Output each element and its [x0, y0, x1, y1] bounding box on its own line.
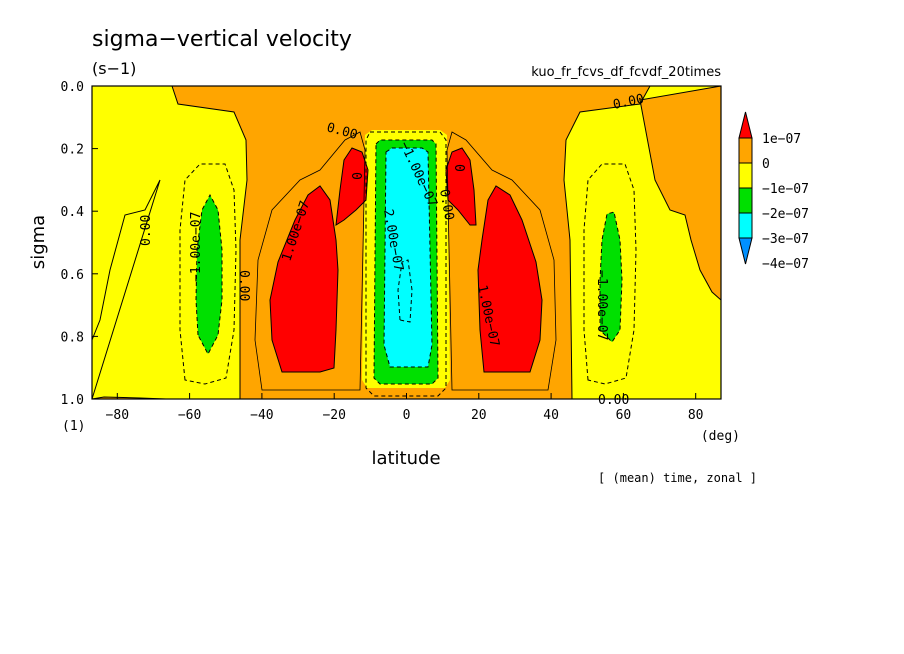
- contour-dashed-right: [583, 163, 637, 385]
- y-tick-label: 0.6: [61, 268, 84, 283]
- contour-label-0-center: 0.00: [436, 188, 456, 221]
- x-axis-unit: (deg): [701, 429, 740, 444]
- y-tick-label: 0.8: [61, 330, 84, 345]
- contour-dashed-center-small: [397, 259, 413, 323]
- x-tick-label: −20: [322, 408, 345, 423]
- footer-label: [ (mean) time, zonal ]: [598, 471, 757, 485]
- x-tick-label: 60: [616, 408, 632, 423]
- colorbar-segment: [738, 187, 753, 214]
- x-tick-label: 0: [403, 408, 411, 423]
- y-axis-unit: (1): [62, 419, 85, 434]
- colorbar-label: −1e−07: [762, 182, 809, 197]
- units-label: (s−1): [92, 59, 136, 78]
- field-red-left: [269, 185, 339, 373]
- colorbar-label: −2e−07: [762, 207, 809, 222]
- colorbar-label: −4e−07: [762, 257, 809, 272]
- field-red-right: [477, 185, 543, 373]
- x-axis-label: latitude: [371, 448, 440, 469]
- x-tick-label: 20: [471, 408, 487, 423]
- contour-dashed-center-outer: [365, 131, 447, 397]
- x-tick-label: −40: [250, 408, 273, 423]
- contour-fields: [92, 86, 721, 399]
- colorbar-segment: [738, 137, 753, 164]
- field-cyan-center: [383, 147, 433, 368]
- x-tick-label: 40: [543, 408, 559, 423]
- contour-label-small-right: 0: [451, 164, 466, 172]
- colorbar-label: 0: [762, 157, 770, 172]
- y-tick-label: 1.0: [61, 393, 84, 408]
- chart-title: sigma−vertical velocity: [92, 27, 352, 52]
- x-tick-label: −60: [178, 408, 201, 423]
- y-tick-label: 0.2: [61, 143, 84, 158]
- contour-label-0-left2: 0.00: [236, 270, 251, 301]
- colorbar: 1e−07 0 −1e−07 −2e−07 −3e−07 −4e−07: [738, 111, 809, 272]
- contour-solid-left: [254, 131, 366, 391]
- contour-label-neg1e07-right: −1.00e−07: [594, 270, 609, 340]
- colorbar-label: −3e−07: [762, 232, 809, 247]
- contour-solid-right: [446, 131, 557, 391]
- contour-label-0-left: 0.00: [139, 215, 154, 246]
- y-axis: 0.0 0.2 0.4 0.6 0.8 1.0: [61, 80, 98, 408]
- colorbar-top-arrow: [738, 111, 753, 139]
- x-tick-label: 80: [688, 408, 704, 423]
- colorbar-segment: [738, 162, 753, 189]
- field-green-right: [599, 211, 623, 343]
- colorbar-segment: [738, 212, 753, 239]
- field-yellow-left: [92, 86, 248, 399]
- contour-dashed-left: [179, 163, 237, 385]
- x-axis: −80 −60 −40 −20 0 20 40 60 80: [106, 393, 704, 423]
- y-tick-label: 0.0: [61, 80, 84, 95]
- contour-label-small-left: 0: [348, 172, 363, 180]
- colorbar-label: 1e−07: [762, 132, 801, 147]
- experiment-label: kuo_fr_fcvs_df_fcvdf_20times: [531, 65, 721, 80]
- y-axis-label: sigma: [28, 215, 49, 269]
- y-tick-label: 0.4: [61, 205, 85, 220]
- contour-label-0-top-right: 0.00: [612, 92, 646, 113]
- colorbar-bottom-arrow: [738, 237, 753, 265]
- field-red-right-upper: [445, 147, 477, 226]
- x-tick-label: −80: [106, 408, 129, 423]
- contour-label-0-bottom-right: 0.00: [598, 393, 629, 408]
- field-green-left: [195, 193, 223, 356]
- contour-label-neg1e07-left: −1.00e−07: [189, 212, 204, 282]
